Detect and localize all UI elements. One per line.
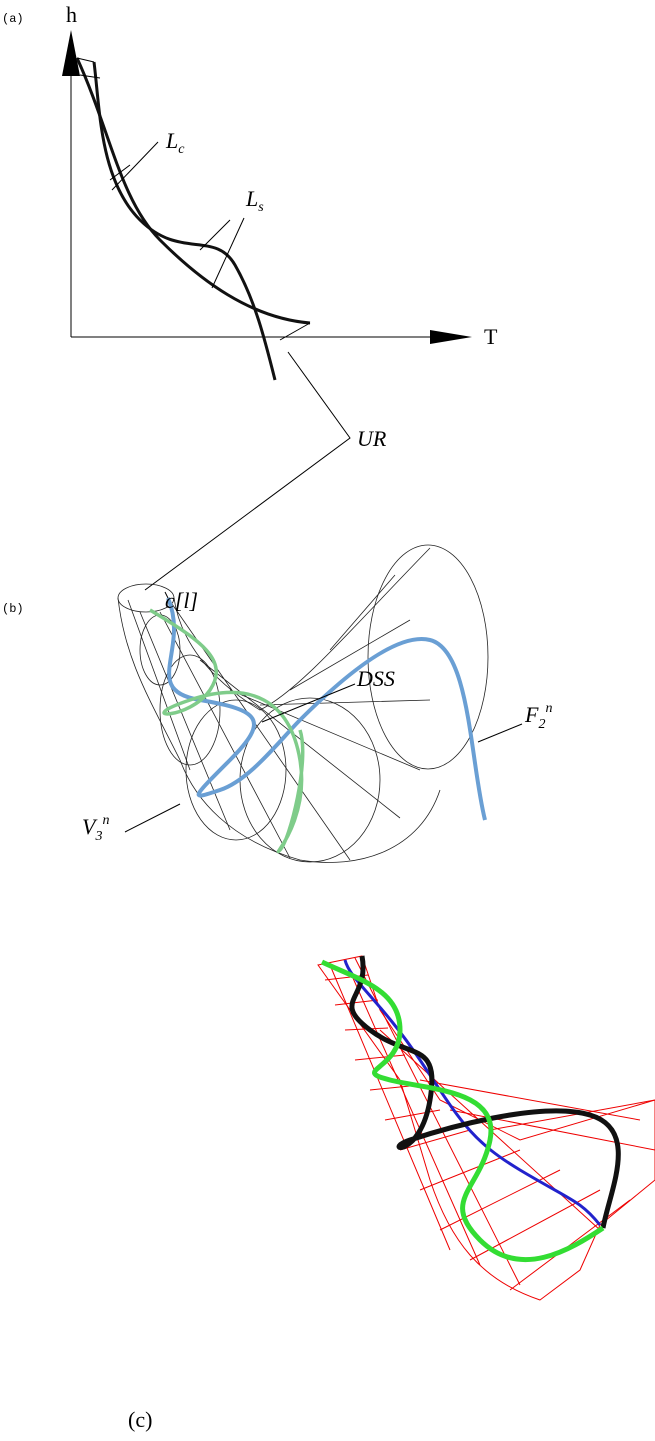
label-part: c [178, 142, 185, 157]
curves [77, 58, 310, 380]
panel-label: (b) [2, 602, 24, 616]
annotation: DSS [356, 666, 395, 691]
label-part: 2 [538, 717, 545, 732]
figure: (a) h T Lc Ls UR (b) c[l] DSS F2n [0, 0, 655, 1441]
panel-label: (c) [128, 1407, 152, 1432]
axes [62, 30, 472, 344]
annotation: F2n [524, 701, 552, 732]
label-part: L [165, 128, 178, 153]
label-part: n [545, 701, 552, 716]
label-part: L [245, 186, 258, 211]
label-part: 3 [94, 829, 102, 844]
label-part: s [258, 200, 264, 215]
annotation: c[l] [165, 588, 198, 613]
annotation: V3n [82, 813, 109, 844]
annotation: UR [357, 426, 387, 451]
label-part: n [102, 813, 109, 828]
x-axis-label: T [484, 324, 498, 349]
curve-label: Lc [165, 128, 185, 157]
panel-label: (a) [2, 12, 24, 26]
label-part: F [524, 702, 539, 727]
ur-leader [145, 352, 350, 590]
curve-label: Ls [245, 186, 264, 215]
y-axis-label: h [66, 2, 77, 27]
